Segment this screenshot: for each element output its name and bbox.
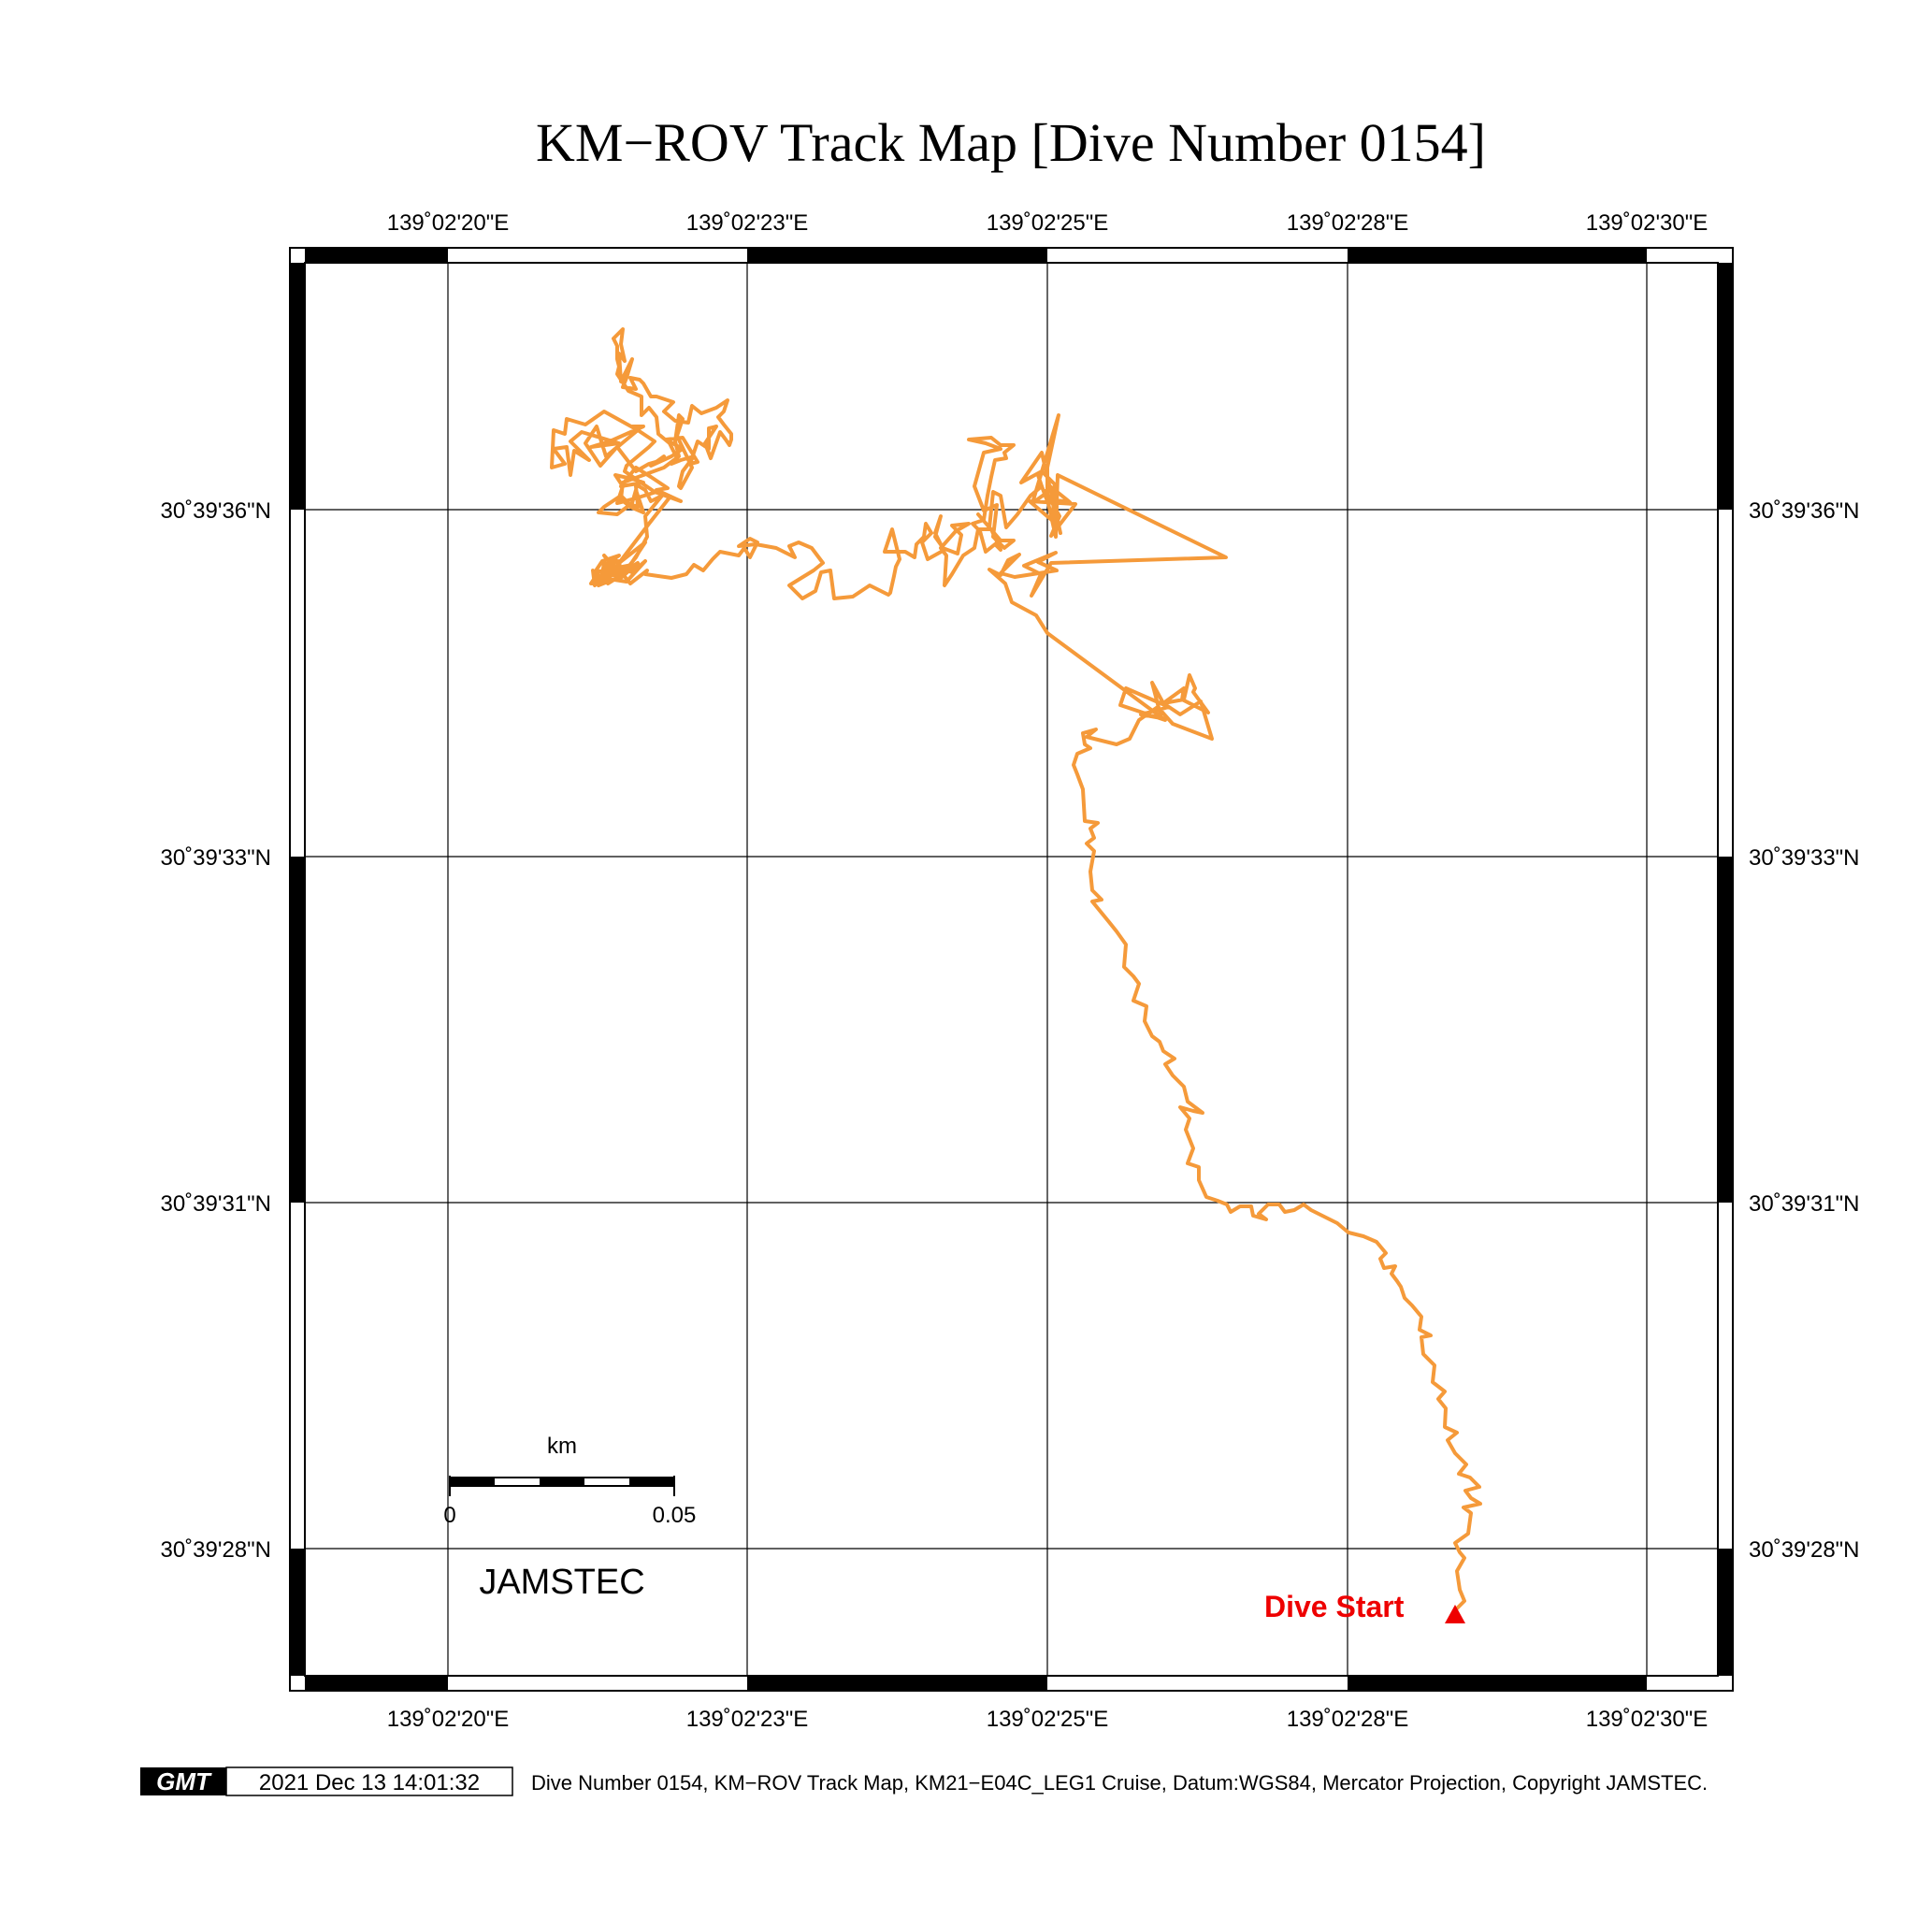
dive-start-marker [1445, 1605, 1465, 1623]
lat-label-right-4: 30˚39'28"N [1749, 1537, 1860, 1563]
lon-label-top-3: 139˚02'25"E [987, 210, 1109, 236]
map-frame-inner [304, 262, 1719, 1677]
lon-label-top-5: 139˚02'30"E [1586, 210, 1709, 236]
frame-border-left [291, 263, 305, 1676]
lon-label-bottom-4: 139˚02'28"E [1287, 1707, 1409, 1732]
footer: GMT 2021 Dec 13 14:01:32 Dive Number 015… [140, 1766, 1708, 1796]
lon-label-bottom-5: 139˚02'30"E [1586, 1707, 1709, 1732]
lat-label-left-1: 30˚39'36"N [160, 498, 271, 524]
scale-bar-start: 0 [443, 1503, 455, 1528]
scale-bar: km 0 0.05 [443, 1434, 696, 1528]
footer-timestamp: 2021 Dec 13 14:01:32 [259, 1770, 480, 1795]
lat-label-right-3: 30˚39'31"N [1749, 1191, 1860, 1217]
rov-track-line [550, 327, 1482, 1612]
lon-label-top-4: 139˚02'28"E [1287, 210, 1409, 236]
dive-start-label: Dive Start [1264, 1590, 1405, 1623]
gmt-logo-box [140, 1767, 226, 1795]
lon-label-top-1: 139˚02'20"E [387, 210, 510, 236]
lat-label-left-3: 30˚39'31"N [160, 1191, 271, 1217]
scale-bar-end: 0.05 [653, 1503, 697, 1528]
frame-border-bottom [305, 1676, 1647, 1690]
lat-label-left-2: 30˚39'33"N [160, 845, 271, 871]
gmt-logo: GMT [156, 1767, 212, 1795]
scale-bar-unit: km [547, 1434, 577, 1459]
frame-border-right [1718, 263, 1732, 1676]
grid-lines [305, 263, 1718, 1676]
lat-label-right-2: 30˚39'33"N [1749, 845, 1860, 871]
lon-label-bottom-2: 139˚02'23"E [686, 1707, 809, 1732]
footer-caption: Dive Number 0154, KM−ROV Track Map, KM21… [531, 1771, 1708, 1795]
map-title: KM−ROV Track Map [Dive Number 0154] [536, 112, 1486, 173]
lon-label-bottom-3: 139˚02'25"E [987, 1707, 1109, 1732]
timestamp-box [225, 1766, 513, 1796]
lon-label-top-2: 139˚02'23"E [686, 210, 809, 236]
lon-label-bottom-1: 139˚02'20"E [387, 1707, 510, 1732]
frame-border-top [305, 249, 1647, 263]
jamstec-watermark: JAMSTEC [479, 1563, 644, 1602]
lat-label-left-4: 30˚39'28"N [160, 1537, 271, 1563]
map-frame-outer [289, 247, 1734, 1692]
lat-label-right-1: 30˚39'36"N [1749, 498, 1860, 524]
